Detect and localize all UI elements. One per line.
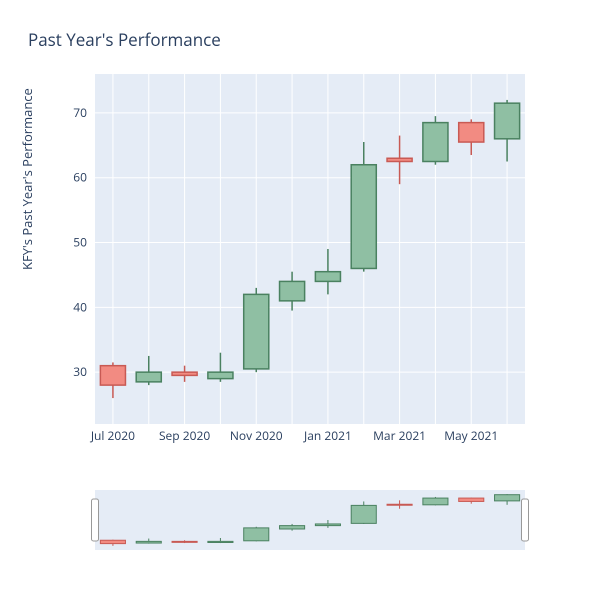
svg-text:Jul 2020: Jul 2020 bbox=[90, 427, 135, 444]
svg-text:70: 70 bbox=[73, 104, 87, 121]
svg-text:Nov 2020: Nov 2020 bbox=[230, 427, 283, 444]
range-handle-right[interactable] bbox=[522, 499, 529, 541]
candlestick-chart: 30 40 50 60 70 Jul 2020 Sep 2020 Nov 2020 Jan 20… bbox=[0, 0, 600, 600]
svg-text:50: 50 bbox=[73, 234, 87, 251]
svg-text:Mar 2021: Mar 2021 bbox=[373, 427, 426, 444]
svg-text:40: 40 bbox=[73, 298, 87, 315]
svg-text:Sep 2020: Sep 2020 bbox=[159, 427, 210, 444]
svg-text:May 2021: May 2021 bbox=[444, 427, 498, 444]
svg-text:60: 60 bbox=[73, 169, 87, 186]
chart-container: Past Year's Performance KFY's Past Year'… bbox=[0, 0, 600, 600]
svg-text:30: 30 bbox=[73, 363, 87, 380]
svg-text:Jan 2021: Jan 2021 bbox=[303, 427, 352, 444]
range-handle-left[interactable] bbox=[92, 499, 99, 541]
